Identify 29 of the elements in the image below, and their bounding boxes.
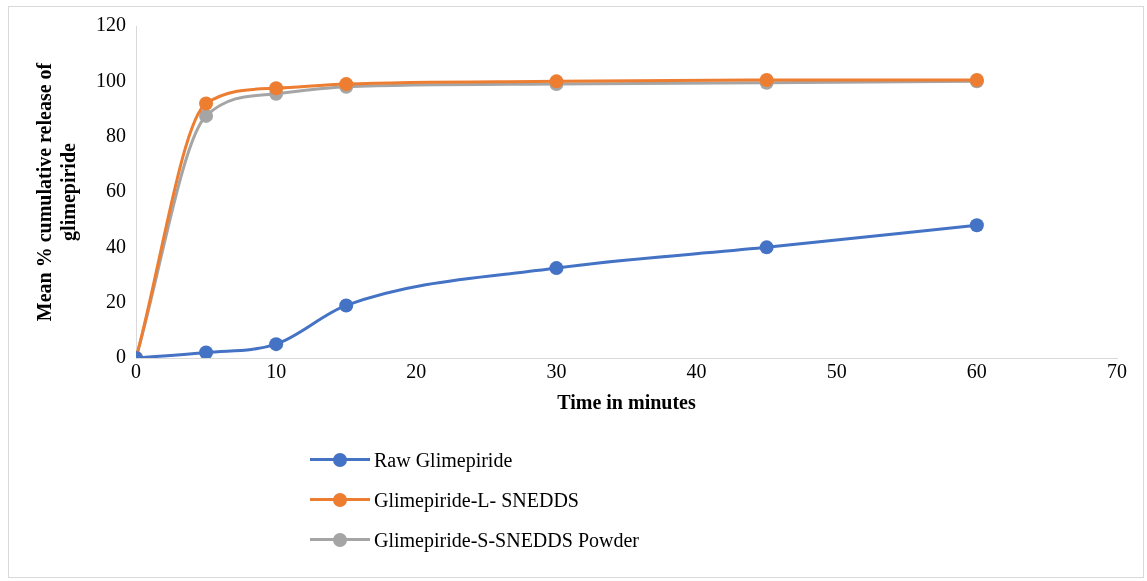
point bbox=[199, 96, 214, 111]
y-tick-label: 80 bbox=[106, 123, 126, 146]
point bbox=[269, 81, 284, 96]
x-tick-label: 60 bbox=[966, 360, 987, 383]
x-tick-label: 30 bbox=[546, 360, 567, 383]
point bbox=[269, 337, 284, 352]
y-tick-label: 40 bbox=[106, 234, 126, 257]
x-tick-label: 10 bbox=[266, 360, 287, 383]
point bbox=[759, 240, 774, 255]
point bbox=[199, 108, 214, 123]
point bbox=[199, 345, 214, 358]
y-tick-label: 20 bbox=[106, 289, 126, 312]
y-tick-label: 100 bbox=[96, 68, 126, 91]
x-tick-label: 50 bbox=[826, 360, 847, 383]
x-tick-label: 20 bbox=[406, 360, 427, 383]
point bbox=[549, 261, 564, 276]
y-tick-label: 0 bbox=[116, 345, 126, 368]
y-tick-label: 60 bbox=[106, 179, 126, 202]
legend-label: Glimepiride-S-SNEDDS Powder bbox=[374, 528, 639, 552]
y-tick-label: 120 bbox=[96, 13, 126, 36]
point bbox=[969, 218, 984, 233]
x-axis-title: Time in minutes bbox=[557, 391, 696, 414]
x-tick-label: 70 bbox=[1107, 360, 1127, 383]
point bbox=[339, 298, 354, 313]
y-axis-title: Mean % cumulative release of glimepiride bbox=[33, 62, 81, 322]
legend-label: Raw Glimepiride bbox=[374, 448, 513, 472]
x-tick-label: 0 bbox=[131, 360, 141, 383]
legend-label: Glimepiride-L- SNEDDS bbox=[374, 488, 579, 512]
x-tick-label: 40 bbox=[686, 360, 707, 383]
